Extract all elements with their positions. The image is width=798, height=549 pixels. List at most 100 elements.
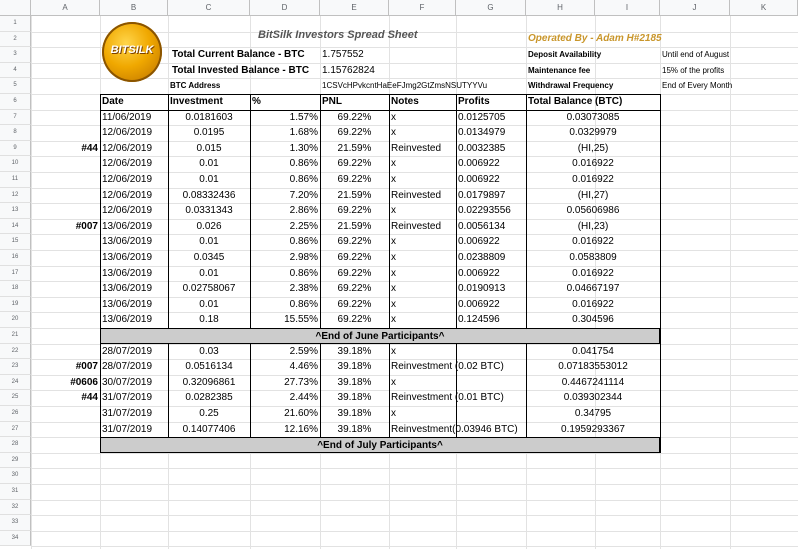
total-balance-cell[interactable]: 0.4467241114 <box>561 376 625 388</box>
investment-cell[interactable]: 0.0516134 <box>185 361 233 373</box>
profits-cell[interactable]: 0.0056134 <box>458 220 506 232</box>
row-header-25[interactable]: 25 <box>0 390 31 406</box>
row-header-24[interactable]: 24 <box>0 374 31 391</box>
row-header-17[interactable]: 17 <box>0 265 31 282</box>
select-all-corner[interactable] <box>0 0 31 16</box>
total-balance-cell[interactable]: 0.1959293367 <box>561 423 625 435</box>
date-cell[interactable]: 12/06/2019 <box>102 189 153 201</box>
column-header-i[interactable]: I <box>595 0 660 16</box>
row-header-12[interactable]: 12 <box>0 187 31 204</box>
row-header-23[interactable]: 23 <box>0 359 31 375</box>
notes-cell[interactable]: x <box>391 205 396 217</box>
pnl-cell[interactable]: 69.22% <box>337 267 372 279</box>
date-cell[interactable]: 13/06/2019 <box>102 220 153 232</box>
percent-cell[interactable]: 1.30% <box>289 142 318 154</box>
row-header-26[interactable]: 26 <box>0 406 31 422</box>
percent-cell[interactable]: 2.98% <box>289 252 318 263</box>
column-header-k[interactable]: K <box>730 0 798 16</box>
total-balance-cell[interactable]: 0.016922 <box>572 174 614 185</box>
pnl-cell[interactable]: 69.22% <box>337 158 372 170</box>
date-cell[interactable]: 13/06/2019 <box>102 236 153 248</box>
info-value[interactable]: End of Every Month <box>662 81 733 91</box>
date-cell[interactable]: 13/06/2019 <box>102 314 153 326</box>
investment-cell[interactable]: 0.026 <box>196 220 222 232</box>
column-header-h[interactable]: H <box>526 0 595 16</box>
pnl-cell[interactable]: 39.18% <box>337 408 372 419</box>
percent-cell[interactable]: 2.38% <box>289 283 318 295</box>
percent-cell[interactable]: 1.57% <box>289 111 318 123</box>
profits-cell[interactable]: 0.006922 <box>458 174 500 185</box>
row-header-10[interactable]: 10 <box>0 156 31 172</box>
date-cell[interactable]: 13/06/2019 <box>102 252 153 263</box>
row-header-2[interactable]: 2 <box>0 31 31 48</box>
notes-cell[interactable]: x <box>391 111 396 123</box>
investment-cell[interactable]: 0.01 <box>199 298 219 310</box>
btc-address-value[interactable]: 1CSVcHPvkcntHaEeFJmg2GtZmsNSUTYYVu <box>322 81 488 91</box>
profits-cell[interactable]: 0.0125705 <box>458 111 506 123</box>
info-value[interactable]: Until end of August <box>662 50 730 60</box>
notes-cell[interactable]: Reinvestment(0.03946 BTC) <box>391 423 518 435</box>
investment-cell[interactable]: 0.01 <box>199 174 219 185</box>
row-header-33[interactable]: 33 <box>0 515 31 531</box>
profits-cell[interactable]: 0.006922 <box>458 236 500 248</box>
total-balance-cell[interactable]: 0.304596 <box>572 314 614 326</box>
date-cell[interactable]: 31/07/2019 <box>102 392 153 404</box>
investment-cell[interactable]: 0.32096861 <box>182 376 236 388</box>
row-header-1[interactable]: 1 <box>0 16 31 32</box>
notes-cell[interactable]: Reinvested <box>391 189 442 201</box>
pnl-cell[interactable]: 39.18% <box>337 345 372 357</box>
percent-cell[interactable]: 0.86% <box>289 236 318 248</box>
date-cell[interactable]: 28/07/2019 <box>102 345 153 357</box>
notes-cell[interactable]: Reinvestment (0.01 BTC) <box>391 392 504 404</box>
investment-cell[interactable]: 0.14077406 <box>182 423 236 435</box>
investment-cell[interactable]: 0.0181603 <box>185 111 233 123</box>
date-cell[interactable]: 12/06/2019 <box>102 127 153 139</box>
pnl-cell[interactable]: 21.59% <box>337 220 372 232</box>
percent-cell[interactable]: 15.55% <box>284 314 318 326</box>
date-cell[interactable]: 11/06/2019 <box>102 111 152 123</box>
profits-cell[interactable]: 0.006922 <box>458 267 500 279</box>
pnl-cell[interactable]: 69.22% <box>337 314 372 326</box>
pnl-cell[interactable]: 21.59% <box>337 189 372 201</box>
pnl-cell[interactable]: 39.18% <box>337 423 372 435</box>
total-balance-cell[interactable]: 0.03073085 <box>566 111 620 123</box>
pnl-cell[interactable]: 69.22% <box>337 205 372 217</box>
row-header-30[interactable]: 30 <box>0 468 31 484</box>
notes-cell[interactable]: x <box>391 236 396 248</box>
profits-cell[interactable]: 0.006922 <box>458 298 500 310</box>
pnl-cell[interactable]: 69.22% <box>337 236 372 248</box>
date-cell[interactable]: 13/06/2019 <box>102 283 153 295</box>
investment-cell[interactable]: 0.18 <box>199 314 219 326</box>
date-cell[interactable]: 12/06/2019 <box>102 142 153 154</box>
row-header-9[interactable]: 9 <box>0 140 31 157</box>
notes-cell[interactable]: x <box>391 158 396 170</box>
column-header-f[interactable]: F <box>389 0 456 16</box>
total-balance-cell[interactable]: 0.05606986 <box>566 205 620 217</box>
total-balance-cell[interactable]: 0.041754 <box>572 345 614 357</box>
date-cell[interactable]: 12/06/2019 <box>102 174 153 185</box>
current-balance-value[interactable]: 1.757552 <box>322 49 364 61</box>
investment-cell[interactable]: 0.015 <box>196 142 222 154</box>
percent-cell[interactable]: 7.20% <box>289 189 318 201</box>
notes-cell[interactable]: Reinvested <box>391 220 442 232</box>
row-header-4[interactable]: 4 <box>0 62 31 79</box>
percent-cell[interactable]: 2.44% <box>289 392 318 404</box>
total-balance-cell[interactable]: 0.07183553012 <box>558 361 628 373</box>
total-balance-cell[interactable]: (HI,27) <box>577 189 609 201</box>
row-header-14[interactable]: 14 <box>0 218 31 235</box>
row-header-20[interactable]: 20 <box>0 312 31 328</box>
row-header-28[interactable]: 28 <box>0 437 31 453</box>
column-header-g[interactable]: G <box>456 0 526 16</box>
percent-cell[interactable]: 2.59% <box>289 345 318 357</box>
profits-cell[interactable]: 0.0190913 <box>458 283 506 295</box>
row-header-16[interactable]: 16 <box>0 250 31 266</box>
date-cell[interactable]: 13/06/2019 <box>102 267 153 279</box>
pnl-cell[interactable]: 69.22% <box>337 252 372 263</box>
profits-cell[interactable]: 0.0032385 <box>458 142 506 154</box>
percent-cell[interactable]: 4.46% <box>289 361 318 373</box>
total-balance-cell[interactable]: 0.0329979 <box>569 127 617 139</box>
profits-cell[interactable]: 0.02293556 <box>458 205 511 217</box>
pnl-cell[interactable]: 21.59% <box>337 142 372 154</box>
notes-cell[interactable]: Reinvestment (0.02 BTC) <box>391 361 504 373</box>
investment-cell[interactable]: 0.01 <box>199 236 219 248</box>
